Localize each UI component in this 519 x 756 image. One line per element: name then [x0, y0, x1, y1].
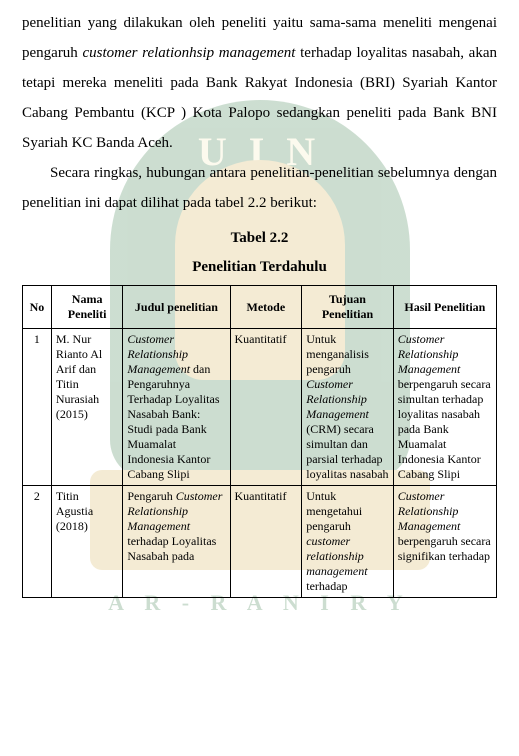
cell-r1-tujuan-a: Untuk menganalisis pengaruh [306, 332, 369, 376]
cell-r1-hasil-a: Customer Relationship Management [398, 332, 461, 376]
table-caption: Tabel 2.2 Penelitian Terdahulu [22, 224, 497, 281]
cell-r2-hasil-b: berpengaruh secara signifikan terhadap [398, 534, 491, 563]
cell-r1-hasil: Customer Relationship Management berpeng… [393, 329, 496, 486]
th-hasil: Hasil Penelitian [393, 286, 496, 329]
cell-r1-judul-rest: dan Pengaruhnya Terhadap Loyalitas Nasab… [127, 362, 219, 481]
cell-r2-judul-a: Pengaruh [127, 489, 175, 503]
cell-r2-metode: Kuantitatif [230, 486, 302, 598]
cell-r2-judul-c: terhadap Loyalitas Nasabah pada [127, 534, 216, 563]
cell-r2-nama: Titin Agustia (2018) [51, 486, 123, 598]
table-row: 1 M. Nur Rianto Al Arif dan Titin Nurasi… [23, 329, 497, 486]
th-nama: Nama Peneliti [51, 286, 123, 329]
cell-r1-no: 1 [23, 329, 52, 486]
cell-r1-tujuan-c: (CRM) secara simultan dan parsial terhad… [306, 422, 388, 481]
th-tujuan: Tujuan Penelitian [302, 286, 394, 329]
cell-r2-tujuan-c: terhadap [306, 579, 347, 593]
cell-r2-tujuan-b: customer relationship management [306, 534, 367, 578]
paragraph-2: Secara ringkas, hubungan antara peneliti… [22, 158, 497, 218]
table-title: Penelitian Terdahulu [22, 253, 497, 282]
table-label: Tabel 2.2 [22, 224, 497, 253]
cell-r1-tujuan-b: Customer Relationship Management [306, 377, 369, 421]
th-judul: Judul penelitian [123, 286, 230, 329]
cell-r1-nama: M. Nur Rianto Al Arif dan Titin Nurasiah… [51, 329, 123, 486]
th-no: No [23, 286, 52, 329]
table-header-row: No Nama Peneliti Judul penelitian Metode… [23, 286, 497, 329]
table-row: 2 Titin Agustia (2018) Pengaruh Customer… [23, 486, 497, 598]
cell-r2-tujuan-a: Untuk mengetahui pengaruh [306, 489, 362, 533]
th-metode: Metode [230, 286, 302, 329]
cell-r1-judul: Customer Relationship Management dan Pen… [123, 329, 230, 486]
paragraph-1: penelitian yang dilakukan oleh peneliti … [22, 8, 497, 158]
cell-r1-hasil-b: berpengaruh secara simultan terhadap loy… [398, 377, 491, 481]
page-content: penelitian yang dilakukan oleh peneliti … [0, 0, 519, 598]
cell-r2-hasil: Customer Relationship Management berpeng… [393, 486, 496, 598]
cell-r1-metode: Kuantitatif [230, 329, 302, 486]
cell-r2-no: 2 [23, 486, 52, 598]
cell-r2-judul: Pengaruh Customer Relationship Managemen… [123, 486, 230, 598]
cell-r1-judul-i: Customer Relationship Management [127, 332, 193, 376]
cell-r1-tujuan: Untuk menganalisis pengaruh Customer Rel… [302, 329, 394, 486]
previous-research-table: No Nama Peneliti Judul penelitian Metode… [22, 285, 497, 598]
p1-part-b-italic: customer relationhsip management [83, 45, 296, 61]
cell-r2-tujuan: Untuk mengetahui pengaruh customer relat… [302, 486, 394, 598]
cell-r2-hasil-a: Customer Relationship Management [398, 489, 461, 533]
